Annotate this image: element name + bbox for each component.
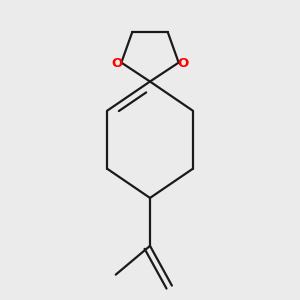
Text: O: O	[111, 58, 122, 70]
Text: O: O	[178, 58, 189, 70]
